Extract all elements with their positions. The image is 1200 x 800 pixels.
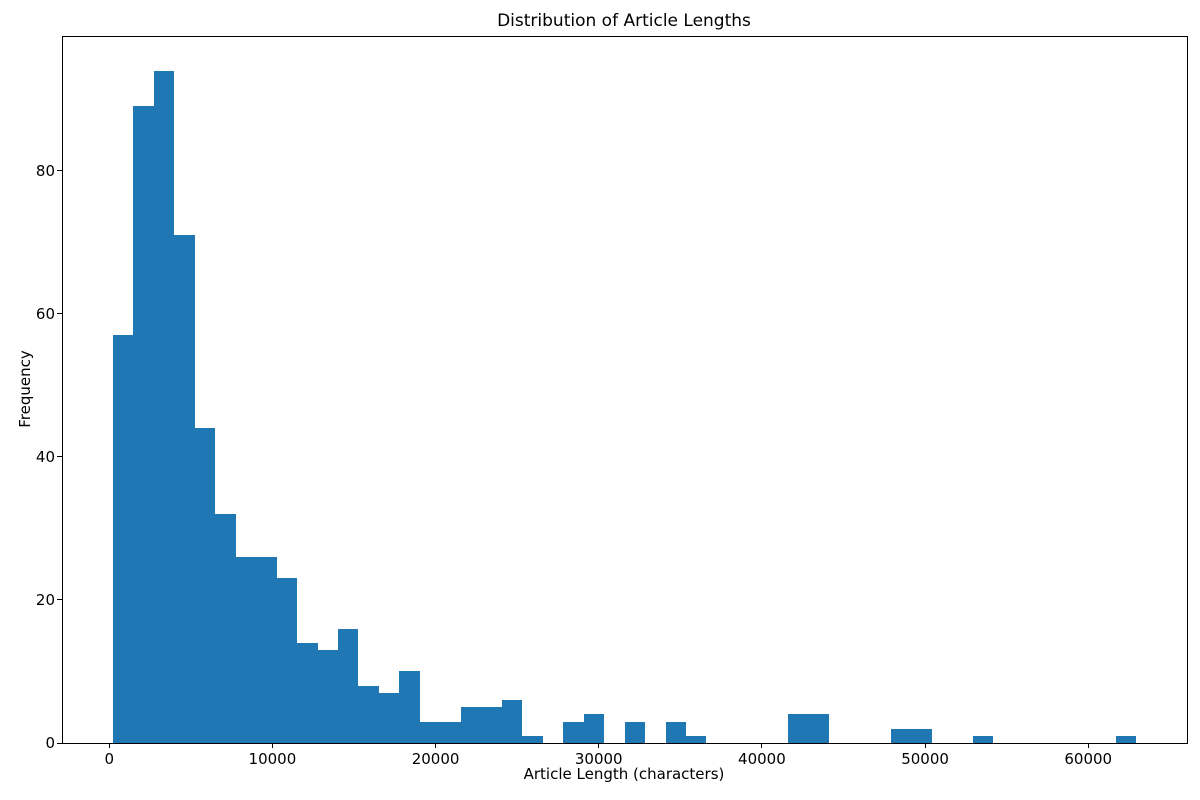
x-tick-label: 40000: [738, 750, 786, 768]
histogram-bar: [153, 70, 175, 743]
x-tick-label: 0: [104, 750, 114, 768]
y-tick-label: 60: [35, 304, 55, 323]
histogram-bar: [112, 335, 134, 743]
histogram-bar: [378, 692, 400, 743]
y-tick-label: 0: [45, 734, 55, 752]
histogram-bar: [174, 235, 195, 743]
y-tick-label: 20: [35, 590, 55, 609]
histogram-bar: [481, 707, 502, 743]
histogram-bar: [522, 735, 543, 743]
y-tick-mark: [57, 599, 62, 601]
histogram-bar: [890, 728, 912, 743]
histogram-bar: [338, 628, 359, 743]
histogram-bar: [276, 578, 298, 743]
histogram-bar: [972, 735, 994, 743]
y-tick-mark: [57, 742, 62, 744]
histogram-bar: [808, 714, 830, 743]
histogram-bar: [235, 557, 257, 743]
y-tick-label: 80: [35, 161, 55, 180]
histogram-bar: [624, 721, 646, 743]
histogram-bar: [133, 106, 154, 743]
x-axis-label: Article Length (characters): [523, 765, 725, 783]
y-tick-mark: [57, 313, 62, 315]
x-tick-mark: [598, 743, 600, 748]
x-tick-label: 50000: [901, 750, 949, 768]
y-tick-mark: [57, 456, 62, 458]
chart-title: Distribution of Article Lengths: [497, 11, 751, 31]
histogram-bar: [194, 428, 216, 743]
histogram-bar: [911, 728, 932, 743]
histogram-bar: [399, 671, 420, 743]
x-tick-mark: [761, 743, 763, 748]
x-tick-mark: [924, 743, 926, 748]
y-tick-label: 40: [35, 447, 55, 466]
x-tick-mark: [108, 743, 110, 748]
histogram-bar: [501, 700, 523, 743]
histogram-bar: [419, 721, 441, 743]
histogram-bar: [563, 721, 584, 743]
histogram-bar: [665, 721, 687, 743]
x-tick-mark: [435, 743, 437, 748]
histogram-bar: [583, 714, 605, 743]
histogram-bar: [297, 642, 318, 743]
histogram-bar: [215, 514, 236, 743]
y-axis-label: Frequency: [16, 350, 34, 428]
histogram-bar: [440, 721, 461, 743]
y-tick-mark: [57, 170, 62, 172]
histogram-bar: [317, 650, 338, 743]
x-tick-mark: [271, 743, 273, 748]
x-tick-mark: [1087, 743, 1089, 748]
x-tick-label: 60000: [1064, 750, 1113, 768]
x-tick-label: 20000: [411, 750, 460, 768]
histogram-bar: [1115, 735, 1137, 743]
histogram-bar: [686, 735, 707, 743]
histogram-bar: [460, 707, 482, 743]
plot-area: 0 10000 20000 30000 40000 50000 60000 0 20 40 60 80: [36, 36, 1188, 768]
histogram-bar: [358, 685, 379, 743]
x-tick-label: 30000: [574, 750, 623, 768]
x-tick-label: 10000: [248, 750, 297, 768]
histogram-bar: [788, 714, 809, 743]
histogram-bar: [256, 557, 277, 743]
